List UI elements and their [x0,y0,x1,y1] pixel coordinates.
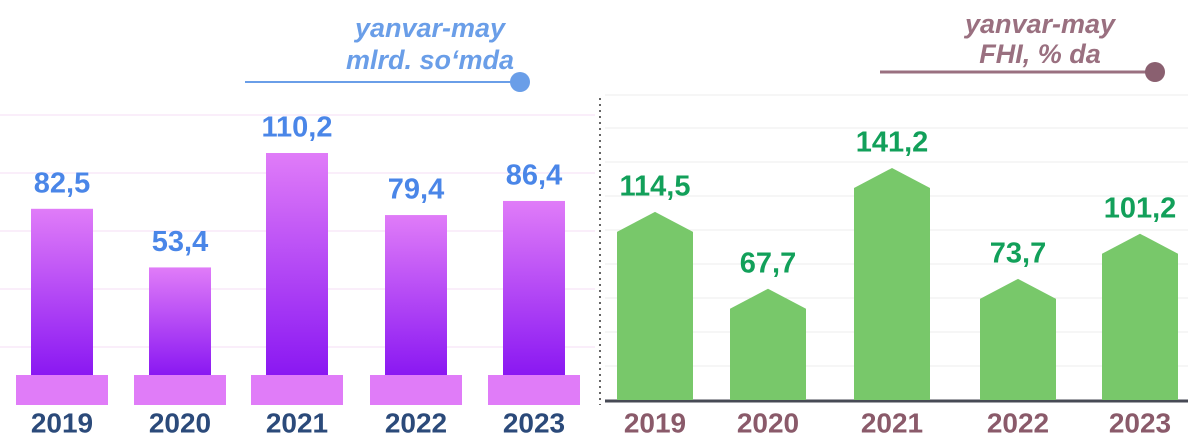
x-tick-label: 2022 [987,407,1049,438]
x-tick-label: 2020 [149,407,211,438]
x-tick-label: 2021 [861,407,923,438]
value-label: 79,4 [388,174,444,206]
bar-base [251,375,343,405]
value-label: 101,2 [1104,192,1177,224]
subtitle: yanvar-may [353,13,507,43]
value-label: 141,2 [856,127,929,159]
subtitle: FHI, % da [979,39,1101,69]
x-tick-label: 2019 [31,407,93,438]
value-label: 110,2 [262,112,333,144]
x-tick-label: 2021 [266,407,328,438]
bar [385,215,447,375]
bar-base [134,375,226,405]
bar [503,200,565,375]
bar [31,208,93,375]
value-label: 86,4 [506,160,562,192]
bar-base [488,375,580,405]
subtitle-dot [510,72,530,92]
bar-base [370,375,462,405]
x-tick-label: 2020 [737,407,799,438]
x-tick-label: 2023 [1109,407,1171,438]
subtitle-dot [1145,62,1165,82]
bar [980,278,1056,400]
x-tick-label: 2022 [385,407,447,438]
subtitle: yanvar-may [963,9,1117,39]
bar-base [16,375,108,405]
bar [617,211,693,400]
x-tick-label: 2023 [503,407,565,438]
x-tick-label: 2019 [624,407,686,438]
value-label: 82,5 [34,167,90,199]
bar [730,288,806,400]
value-label: 114,5 [620,171,691,203]
value-label: 53,4 [152,226,208,258]
subtitle: mlrd. so‘mda [346,45,514,75]
bar [1102,233,1178,400]
value-label: 73,7 [990,238,1046,270]
bar [266,153,328,375]
bar [854,168,930,400]
bar [149,267,211,375]
value-label: 67,7 [740,247,796,279]
